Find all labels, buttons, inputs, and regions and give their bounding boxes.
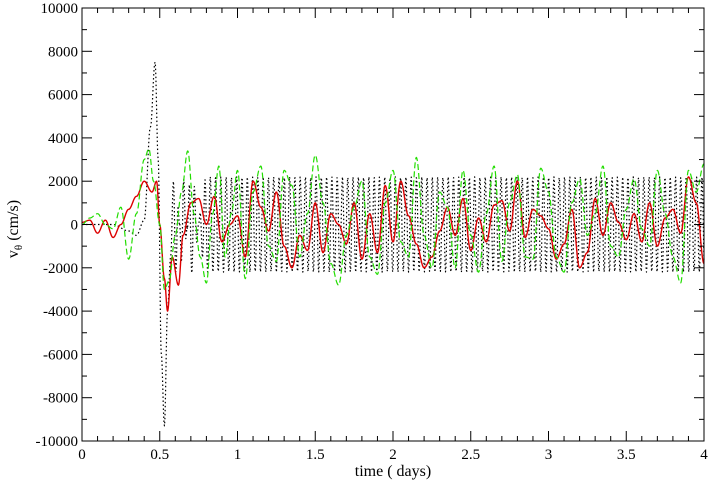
- y-tick-label: 10000: [41, 1, 79, 17]
- y-tick-label: -6000: [43, 347, 78, 363]
- x-tick-label: 0.5: [150, 447, 169, 463]
- y-axis-label: vθ (cm/s): [5, 200, 25, 258]
- y-tick-label: 8000: [48, 44, 78, 60]
- x-tick-label: 0: [78, 447, 86, 463]
- x-tick-label: 2.5: [461, 447, 480, 463]
- x-tick-label: 4: [700, 447, 708, 463]
- y-tick-label: -8000: [43, 391, 78, 407]
- y-tick-label: -2000: [43, 261, 78, 277]
- y-tick-label: 0: [71, 218, 79, 234]
- x-axis-label: time ( days): [355, 463, 431, 480]
- y-axis-label-unit: (cm/s): [5, 200, 22, 245]
- tick-layer: 0 0.5 1 1.5 2 2.5 3 3.5 4 -10000 -8000 -6000 -4000 -2…: [36, 1, 708, 463]
- y-tick-label: -4000: [43, 304, 78, 320]
- y-tick-label: -10000: [36, 434, 79, 450]
- plot-frame: [81, 7, 705, 442]
- x-tick-label: 1: [234, 447, 242, 463]
- y-tick-label: 6000: [48, 88, 78, 104]
- series-line-3: [81, 148, 705, 291]
- x-tick-label: 3: [545, 447, 553, 463]
- x-tick-label: 3.5: [617, 447, 636, 463]
- series-line-1: [81, 61, 705, 427]
- y-tick-label: 4000: [48, 131, 78, 147]
- x-tick-label: 2: [389, 447, 397, 463]
- y-axis-label-main: v: [5, 250, 22, 258]
- series-line-2: [81, 176, 705, 312]
- series-layer: [81, 61, 705, 427]
- y-tick-label: 2000: [48, 174, 78, 190]
- x-tick-label: 1.5: [306, 447, 325, 463]
- y-axis-label-subscript: θ: [13, 245, 25, 250]
